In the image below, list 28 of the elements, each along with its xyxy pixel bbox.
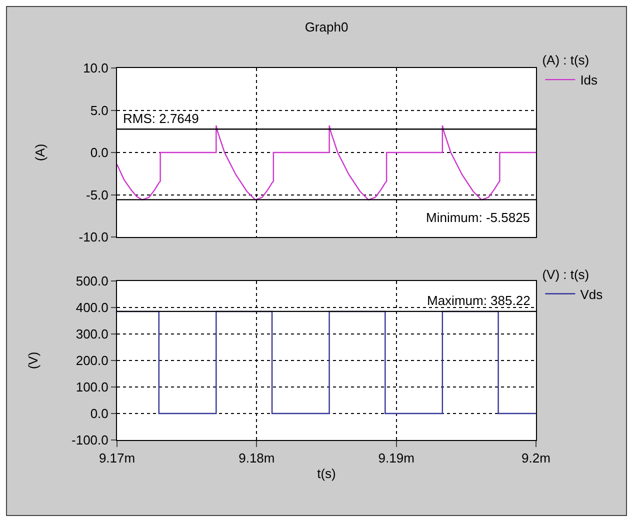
y-tick-label: 400.0 [76,300,108,316]
y-tick-label: 500.0 [76,274,108,289]
legend-label: Ids [580,72,598,88]
y-tick-label: 300.0 [76,326,108,342]
y-tick-label: 5.0 [90,102,108,118]
legend-label: Vds [580,286,604,302]
y-tick-label: -100.0 [72,432,108,448]
ref-line-label: Minimum: -5.5825 [426,210,530,225]
line-series [117,124,536,200]
x-tick-label: 9.2m [522,450,550,466]
legend-title: (V) : t(s) [542,266,590,282]
y-tick-label: -5.0 [86,187,108,202]
y-tick-label: 0.0 [90,406,108,422]
chart-title: Graph0 [304,20,348,35]
y-tick-label: 0.0 [90,145,108,160]
y-axis-title: (A) [32,144,48,162]
ref-line-label: RMS: 2.7649 [123,111,199,126]
x-axis-title: t(s) [317,466,336,482]
ref-line-label: Maximum: 385.22 [427,293,530,308]
x-tick-label: 9.18m [238,450,275,466]
legend-title: (A) : t(s) [542,52,590,68]
y-tick-label: 10.0 [83,60,108,76]
y-axis-title: (V) [25,352,40,370]
y-tick-label: 200.0 [76,353,108,368]
y-tick-label: -10.0 [78,230,108,245]
y-tick-label: 100.0 [76,380,108,395]
x-tick-label: 9.17m [98,450,136,466]
x-tick-label: 9.19m [378,450,414,466]
